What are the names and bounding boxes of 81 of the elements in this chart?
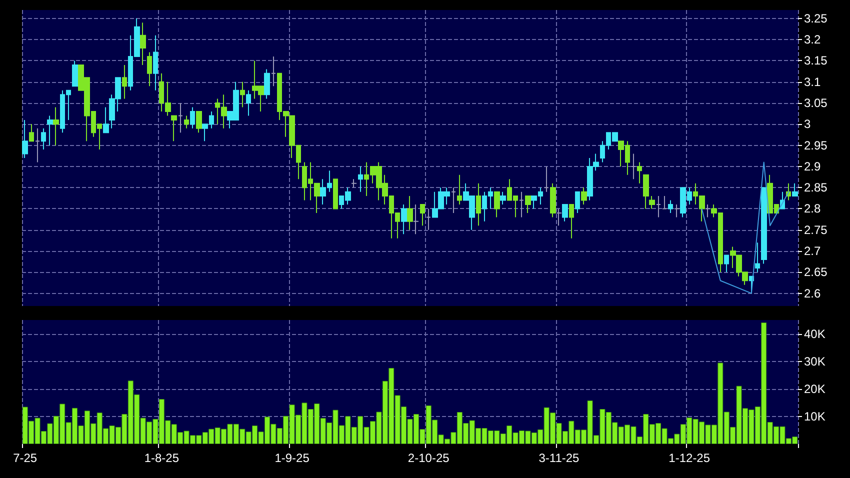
y-tick-label: 2.8 <box>804 202 822 216</box>
y-tick-label: 20K <box>804 382 826 396</box>
candlestick <box>147 52 152 87</box>
candlestick <box>178 102 183 134</box>
candlestick <box>153 34 158 91</box>
y-tick-label: 2.7 <box>804 244 822 258</box>
candlestick <box>103 106 109 134</box>
candlestick <box>246 90 251 116</box>
candlestick <box>451 187 456 214</box>
candlestick <box>761 187 767 264</box>
candlestick <box>171 115 177 142</box>
candlestick <box>401 204 407 235</box>
y-tick-label: 2.95 <box>804 138 828 152</box>
y-tick-label: 10K <box>804 409 826 424</box>
candlestick <box>22 119 28 158</box>
candlestick <box>649 196 655 210</box>
candlestick <box>240 81 245 108</box>
candlestick <box>668 200 673 214</box>
candlestick <box>674 204 680 218</box>
candlestick <box>420 204 425 226</box>
y-tick-label: 3.2 <box>804 32 822 47</box>
y-tick-label: 3.25 <box>804 11 828 26</box>
candlestick <box>494 191 500 218</box>
candlestick <box>575 191 580 214</box>
candlestick <box>457 174 462 206</box>
y-tick-label: 2.75 <box>804 222 828 237</box>
y-tick-label: 2.6 <box>804 286 822 300</box>
candlestick <box>413 204 419 235</box>
candlestick <box>72 60 78 87</box>
candlestick <box>476 182 481 226</box>
candlestick <box>122 64 127 100</box>
x-tick-label: 7-25 <box>13 451 38 465</box>
candlestick <box>35 128 40 163</box>
candlestick <box>569 204 574 239</box>
candlestick <box>358 166 363 192</box>
candlestick <box>426 208 431 230</box>
candlestick <box>525 196 531 214</box>
candlestick <box>271 56 276 87</box>
y-tick-label: 3.15 <box>804 54 828 68</box>
candlestick <box>351 178 357 188</box>
y-tick-label: 3.1 <box>804 74 822 89</box>
candlestick <box>196 110 202 134</box>
x-tick-label: 1-12-25 <box>668 451 710 465</box>
candlestick <box>53 106 59 146</box>
candlestick <box>705 204 711 218</box>
y-tick-label: 2.85 <box>804 180 828 195</box>
candlestick <box>500 191 506 206</box>
candlestick <box>637 162 642 184</box>
candlestick <box>662 196 667 210</box>
y-tick-label: 40K <box>804 326 826 341</box>
candlestick <box>544 166 549 192</box>
candlestick <box>643 174 649 210</box>
x-tick-label: 1-8-25 <box>144 451 180 465</box>
x-tick-label: 1-9-25 <box>274 451 310 465</box>
y-tick-label: 2.65 <box>804 265 828 280</box>
x-tick-label: 2-10-25 <box>408 451 450 465</box>
candlestick <box>333 178 338 210</box>
candlestick <box>792 182 798 197</box>
candlestick <box>550 182 556 218</box>
candlestick <box>755 242 760 273</box>
candlestick <box>184 115 189 129</box>
candlestick <box>41 128 46 150</box>
x-tick-label: 3-11-25 <box>538 451 580 465</box>
candlestick <box>29 124 34 142</box>
candlestick <box>190 106 195 129</box>
candlestick <box>519 191 524 218</box>
y-tick-label: 2.9 <box>804 159 822 174</box>
candlestick <box>556 208 562 226</box>
candlestick <box>562 204 568 222</box>
candlestick <box>264 68 270 100</box>
candlestick <box>140 22 146 66</box>
candlestick <box>407 196 413 230</box>
line-series <box>701 162 790 294</box>
y-tick-label: 3.05 <box>804 96 828 110</box>
candlestick <box>47 115 53 146</box>
candlestick <box>656 196 661 218</box>
y-tick-label: 3 <box>804 117 811 132</box>
candlestick <box>724 254 729 273</box>
y-tick-label: 30K <box>804 354 826 368</box>
candlestick <box>631 153 636 180</box>
candlestick <box>581 187 587 206</box>
